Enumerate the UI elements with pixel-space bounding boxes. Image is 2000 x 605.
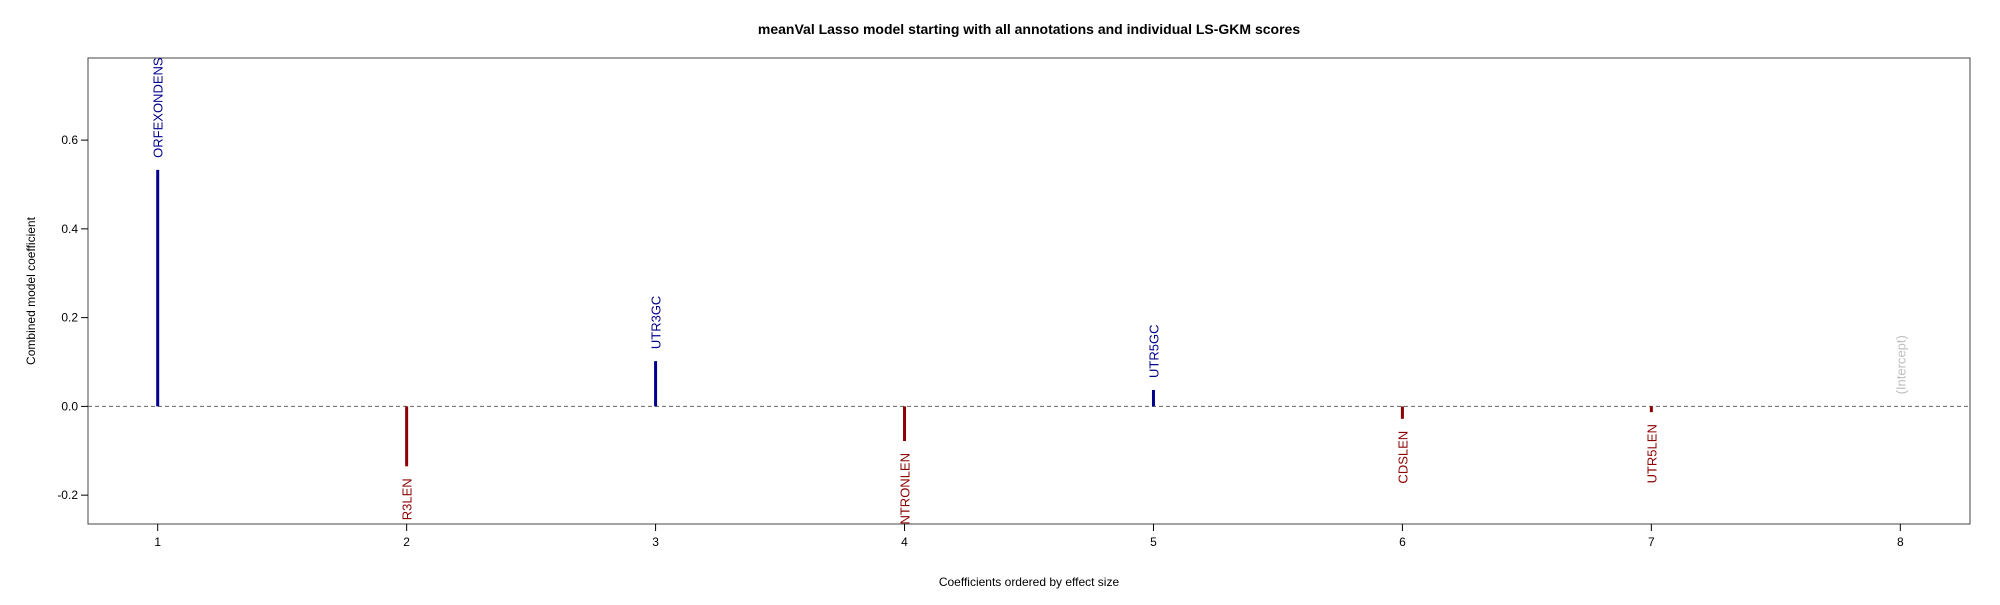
coefficient-label: UTR5LEN: [1644, 424, 1659, 483]
y-tick-label: 0.6: [61, 133, 78, 147]
chart-title: meanVal Lasso model starting with all an…: [758, 21, 1300, 37]
y-tick-label: -0.2: [57, 488, 78, 502]
x-tick-label: 3: [652, 535, 659, 549]
coefficient-label: CDSLEN: [1395, 431, 1410, 484]
coefficient-labels: ORFEXONDENS R3LEN UTR3GC NTRONLEN UTR5GC CDSL…: [151, 57, 1909, 525]
coefficient-label: NTRONLEN: [898, 453, 913, 525]
y-tick-label: 0.0: [61, 399, 78, 413]
coefficient-label: ORFEXONDENS: [151, 57, 166, 158]
x-tick-label: 7: [1648, 535, 1655, 549]
x-tick-label: 8: [1897, 535, 1904, 549]
plot-frame: [87, 57, 1971, 525]
x-tick-label: 5: [1150, 535, 1157, 549]
coefficient-label: R3LEN: [400, 478, 415, 520]
coefficient-bars: [156, 169, 1653, 467]
y-tick-label: 0.2: [61, 311, 78, 325]
y-axis-label: Combined model coefficient: [24, 216, 38, 365]
coefficient-label: UTR5GC: [1146, 325, 1161, 378]
x-tick-label: 2: [403, 535, 410, 549]
y-tick-label: 0.4: [61, 222, 78, 236]
x-axis: 1 2 3 4 5 6 7 8: [154, 524, 1904, 549]
x-tick-label: 6: [1399, 535, 1406, 549]
x-tick-label: 4: [901, 535, 908, 549]
y-axis: -0.2 0.0 0.2 0.4 0.6: [57, 133, 88, 502]
coefficient-label: UTR3GC: [649, 296, 664, 349]
coefficient-label: (Intercept): [1893, 335, 1908, 394]
x-tick-label: 1: [154, 535, 161, 549]
x-axis-label: Coefficients ordered by effect size: [939, 575, 1120, 589]
